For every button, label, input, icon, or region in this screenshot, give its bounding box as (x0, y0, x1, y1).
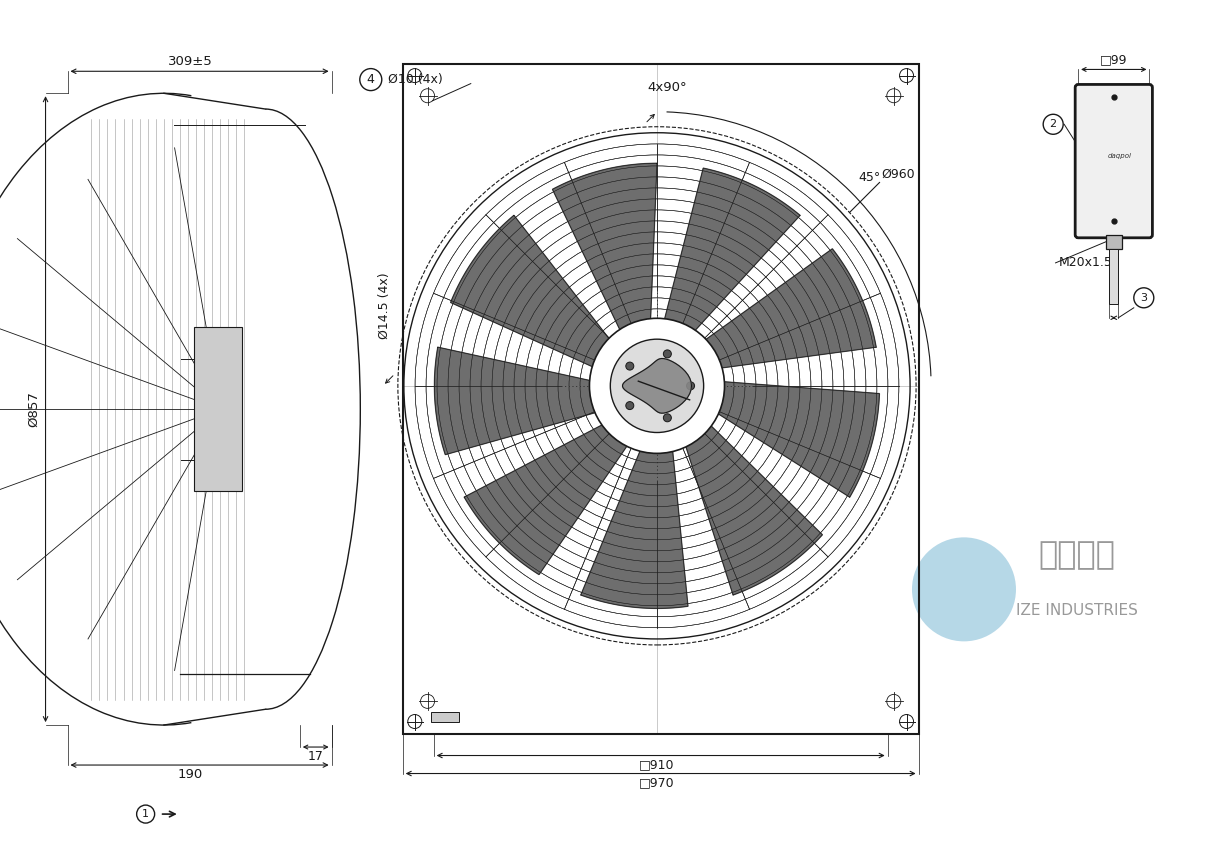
Circle shape (663, 350, 672, 358)
Circle shape (610, 339, 704, 432)
Text: 1: 1 (142, 809, 149, 819)
Text: 309±5: 309±5 (168, 55, 212, 69)
Text: 17: 17 (308, 750, 324, 763)
Text: daqpol: daqpol (1108, 153, 1132, 159)
Polygon shape (680, 413, 823, 595)
Text: Ø14.5 (4x): Ø14.5 (4x) (378, 272, 392, 339)
Text: 2: 2 (1050, 120, 1057, 129)
Polygon shape (464, 416, 637, 575)
Text: □99: □99 (1100, 53, 1127, 66)
Bar (194, 327, 242, 491)
FancyBboxPatch shape (1076, 85, 1152, 237)
Text: 4: 4 (367, 73, 375, 86)
Polygon shape (661, 168, 799, 344)
Bar (431, 711, 459, 722)
Circle shape (589, 318, 725, 454)
Polygon shape (553, 164, 657, 346)
Text: □910: □910 (640, 758, 674, 772)
Text: 爱泽工业: 爱泽工业 (1039, 540, 1115, 571)
Polygon shape (702, 381, 879, 497)
Circle shape (912, 538, 1016, 641)
Text: Ø960: Ø960 (882, 167, 915, 181)
Polygon shape (581, 433, 688, 608)
Text: Ø10 (4x): Ø10 (4x) (388, 73, 442, 86)
Polygon shape (623, 359, 691, 413)
Polygon shape (451, 215, 620, 374)
Text: M20x1.5: M20x1.5 (1059, 256, 1113, 270)
Polygon shape (691, 248, 876, 371)
Circle shape (686, 382, 695, 390)
Circle shape (626, 362, 634, 370)
Bar (1105, 235, 1122, 248)
Text: IZE INDUSTRIES: IZE INDUSTRIES (1016, 603, 1138, 618)
Circle shape (663, 414, 672, 421)
Polygon shape (435, 347, 613, 455)
Bar (1109, 248, 1119, 304)
Bar (403, 64, 919, 734)
Text: 45°: 45° (858, 171, 880, 184)
Text: 3: 3 (1141, 293, 1147, 303)
Text: 190: 190 (178, 768, 203, 781)
Text: □970: □970 (639, 777, 675, 789)
Circle shape (626, 402, 634, 410)
Text: 4x90°: 4x90° (647, 81, 686, 94)
Text: Ø857: Ø857 (27, 391, 41, 427)
